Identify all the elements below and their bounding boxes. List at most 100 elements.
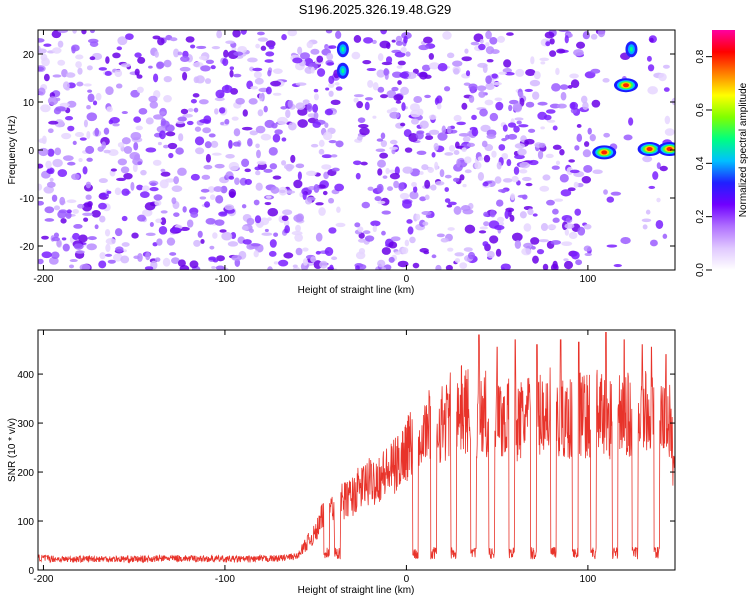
heatmap-cell <box>328 197 335 204</box>
heatmap-cell <box>362 230 371 235</box>
heatmap-cell <box>270 80 282 87</box>
heatmap-cell <box>241 158 250 168</box>
heatmap-cell <box>267 69 272 77</box>
heatmap-cell <box>542 174 551 181</box>
heatmap-cell <box>433 142 439 151</box>
heatmap-cell <box>496 199 504 207</box>
heatmap-cell <box>563 260 574 270</box>
heatmap-cell <box>222 58 229 67</box>
heatmap-cell <box>149 221 154 227</box>
heatmap-cell <box>250 243 261 247</box>
heatmap-cell <box>477 156 484 161</box>
heatmap-cell <box>220 121 225 126</box>
heatmap-cell <box>422 221 429 226</box>
heatmap-cell <box>71 173 80 180</box>
heatmap-cell <box>142 209 153 217</box>
heatmap-cell <box>316 68 326 77</box>
heatmap-cell <box>485 82 495 91</box>
heatmap-cell <box>521 176 532 182</box>
heatmap-cell <box>453 206 462 215</box>
heatmap-cell <box>247 57 258 63</box>
heatmap-cell <box>228 188 237 198</box>
heatmap-cell <box>389 146 399 150</box>
heatmap-cell <box>316 55 324 63</box>
heatmap-cell <box>318 139 325 147</box>
heatmap-cell <box>89 56 96 61</box>
heatmap-cell <box>72 232 80 241</box>
heatmap-cell <box>41 57 50 67</box>
heatmap-cell <box>489 235 499 244</box>
heatmap-cell <box>409 103 421 112</box>
heatmap-cell <box>103 127 110 135</box>
heatmap-cell <box>406 71 417 79</box>
heatmap-cell <box>462 136 471 143</box>
heatmap-cell <box>524 138 535 145</box>
heatmap-cell <box>549 38 555 45</box>
heatmap-cell <box>377 200 386 205</box>
heatmap-cell <box>646 55 652 62</box>
heatmap-cell <box>425 135 434 141</box>
heatmap-cell <box>155 218 163 224</box>
heatmap-cell <box>584 252 592 257</box>
heatmap-cell <box>362 60 372 65</box>
heatmap-cell <box>395 35 403 43</box>
heatmap-cell <box>290 154 296 163</box>
heatmap-cell <box>453 149 460 156</box>
heatmap-cell <box>51 236 60 242</box>
heatmap-cell <box>447 201 457 206</box>
heatmap-cell <box>203 164 213 170</box>
heatmap-cell <box>424 94 431 99</box>
heatmap-cell <box>454 252 465 257</box>
heatmap-cell <box>504 210 510 219</box>
heatmap-cell <box>383 68 390 76</box>
heatmap-cell <box>248 98 258 105</box>
heatmap-cell <box>590 68 601 74</box>
heatmap-cell <box>159 179 169 189</box>
heatmap-cell <box>180 55 190 63</box>
heatmap-cell <box>409 236 416 244</box>
heatmap-cell <box>434 181 445 186</box>
heatmap-cell <box>41 251 52 259</box>
heatmap-cell <box>581 176 592 184</box>
heatmap-cell <box>513 166 520 175</box>
heatmap-cell <box>185 36 195 43</box>
heatmap-cell <box>268 146 278 156</box>
heatmap-cell <box>265 86 272 95</box>
heatmap-cell <box>38 48 47 54</box>
heatmap-cell <box>270 186 280 194</box>
heatmap-cell <box>105 253 113 257</box>
heatmap-cell <box>257 31 265 36</box>
heatmap-cell <box>125 33 134 40</box>
heatmap-cell <box>410 118 419 125</box>
heatmap-cell <box>85 181 92 189</box>
heatmap-cell <box>328 90 334 97</box>
heatmap-cell <box>478 43 486 51</box>
heatmap-cell <box>326 62 335 66</box>
heatmap-cell <box>115 246 124 253</box>
heatmap-cell <box>256 149 261 159</box>
heatmap-cell <box>564 223 575 229</box>
heatmap-cell <box>500 263 511 270</box>
heatmap-cell <box>140 191 150 198</box>
heatmap-cell <box>201 174 211 180</box>
heatmap-cell <box>257 37 269 42</box>
snr-ytick-label: 0 <box>28 566 34 577</box>
heatmap-cell <box>44 218 55 222</box>
spectrogram-ytick-label: 10 <box>23 98 35 109</box>
heatmap-cell <box>292 57 303 64</box>
heatmap-cell <box>57 59 66 66</box>
heatmap-cell <box>352 160 362 166</box>
heatmap-cell <box>446 125 452 134</box>
heatmap-cell <box>171 197 177 205</box>
heatmap-cell <box>647 86 658 95</box>
heatmap-cell <box>519 169 528 174</box>
heatmap-cell <box>61 237 67 241</box>
heatmap-cell <box>395 100 402 104</box>
heatmap-cell <box>391 148 396 155</box>
heatmap-cell <box>134 52 142 58</box>
heatmap-cell <box>169 37 178 42</box>
heatmap-cell <box>620 236 631 245</box>
heatmap-cell <box>389 172 400 180</box>
heatmap-cell <box>140 169 147 176</box>
